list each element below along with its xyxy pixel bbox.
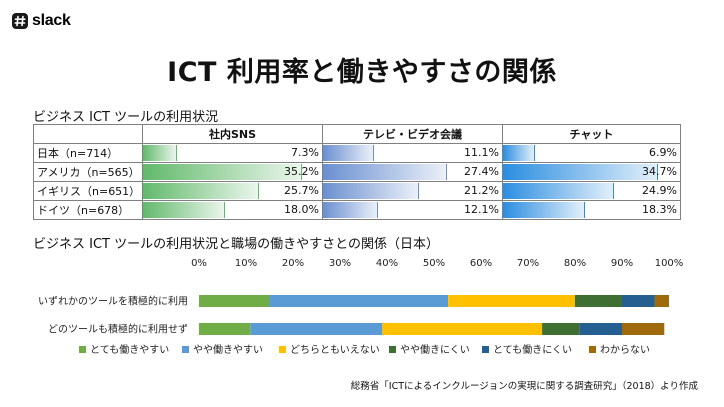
bar-segment bbox=[654, 295, 669, 307]
bar-segment bbox=[269, 295, 449, 307]
legend-swatch bbox=[79, 346, 86, 353]
bar-segment bbox=[382, 323, 543, 335]
table-cell: 18.3% bbox=[502, 200, 681, 220]
table-header-blank bbox=[33, 124, 143, 144]
legend-label: とても働きにくい bbox=[493, 343, 572, 356]
cell-value: 12.1% bbox=[464, 203, 499, 216]
x-tick-label: 100% bbox=[655, 258, 684, 269]
bar-segment bbox=[448, 295, 575, 307]
x-tick-label: 0% bbox=[191, 258, 207, 269]
table-row: アメリカ（n=565） 35.2% 27.4% 34.7% bbox=[33, 162, 681, 182]
cell-value: 6.9% bbox=[649, 146, 677, 159]
legend-label: やや働きやすい bbox=[193, 343, 263, 356]
legend-label: とても働きやすい bbox=[90, 343, 169, 356]
cell-value: 27.4% bbox=[464, 165, 499, 178]
table-cell: 6.9% bbox=[502, 143, 681, 163]
cell-value: 25.7% bbox=[284, 184, 319, 197]
legend-swatch bbox=[279, 346, 286, 353]
country-label: ドイツ（n=678） bbox=[33, 200, 143, 220]
col-header: チャット bbox=[502, 124, 681, 144]
bar-segment bbox=[622, 323, 665, 335]
cell-value: 34.7% bbox=[642, 165, 677, 178]
table-header-row: 社内SNS テレビ・ビデオ会議 チャット bbox=[33, 124, 681, 144]
ict-usage-table: 社内SNS テレビ・ビデオ会議 チャット 日本（n=714） 7.3% 11.1… bbox=[33, 124, 681, 220]
table-row: イギリス（n=651） 25.7% 21.2% 24.9% bbox=[33, 181, 681, 201]
x-tick-label: 60% bbox=[470, 258, 492, 269]
table-section-title: ビジネス ICT ツールの利用状況 bbox=[33, 110, 219, 125]
table-cell: 21.2% bbox=[322, 181, 503, 201]
slack-logo: slack bbox=[12, 12, 71, 30]
category-label: いずれかのツールを積極的に利用 bbox=[38, 295, 188, 308]
legend-label: わからない bbox=[600, 344, 650, 356]
legend-label: どちらともいえない bbox=[290, 344, 380, 356]
table-cell: 24.9% bbox=[502, 181, 681, 201]
page-title: ICT 利用率と働きやすさの関係 bbox=[167, 57, 557, 88]
cell-value: 7.3% bbox=[291, 146, 319, 159]
country-label: イギリス（n=651） bbox=[33, 181, 143, 201]
bar-segment bbox=[575, 295, 622, 307]
col-header: 社内SNS bbox=[142, 124, 323, 144]
table-cell: 34.7% bbox=[502, 162, 681, 182]
category-label: どのツールも積極的に利用せず bbox=[48, 323, 188, 336]
cell-value: 11.1% bbox=[464, 146, 499, 159]
chart-section-title: ビジネス ICT ツールの利用状況と職場の働きやすさとの関係（日本） bbox=[33, 237, 439, 252]
x-tick-label: 70% bbox=[517, 258, 539, 269]
col-header: テレビ・ビデオ会議 bbox=[322, 124, 503, 144]
source-note: 総務省「ICTによるインクルージョンの実現に関する調査研究」（2018）より作成 bbox=[350, 381, 698, 392]
table-row: ドイツ（n=678） 18.0% 12.1% 18.3% bbox=[33, 200, 681, 220]
cell-value: 35.2% bbox=[284, 165, 319, 178]
legend-swatch bbox=[389, 346, 396, 353]
x-tick-label: 40% bbox=[376, 258, 398, 269]
bar-segment bbox=[199, 295, 270, 307]
brand-name: slack bbox=[32, 12, 71, 29]
cell-value: 18.0% bbox=[284, 203, 319, 216]
table-cell: 35.2% bbox=[142, 162, 323, 182]
bar-segment bbox=[199, 323, 251, 335]
bar-segment bbox=[579, 323, 622, 335]
x-tick-label: 50% bbox=[423, 258, 445, 269]
bar-segment bbox=[622, 295, 655, 307]
bar-segment bbox=[250, 323, 383, 335]
legend-swatch bbox=[182, 346, 189, 353]
x-tick-label: 10% bbox=[235, 258, 257, 269]
x-tick-label: 20% bbox=[282, 258, 304, 269]
x-tick-label: 90% bbox=[611, 258, 633, 269]
legend-label: やや働きにくい bbox=[400, 343, 470, 356]
table-cell: 12.1% bbox=[322, 200, 503, 220]
table-row: 日本（n=714） 7.3% 11.1% 6.9% bbox=[33, 143, 681, 163]
slack-hash-icon bbox=[12, 13, 28, 29]
legend-swatch bbox=[482, 346, 489, 353]
table-cell: 18.0% bbox=[142, 200, 323, 220]
cell-value: 18.3% bbox=[642, 203, 677, 216]
bar-segment bbox=[542, 323, 580, 335]
x-tick-label: 30% bbox=[329, 258, 351, 269]
cell-value: 21.2% bbox=[464, 184, 499, 197]
x-tick-label: 80% bbox=[564, 258, 586, 269]
cell-value: 24.9% bbox=[642, 184, 677, 197]
legend-swatch bbox=[589, 346, 596, 353]
